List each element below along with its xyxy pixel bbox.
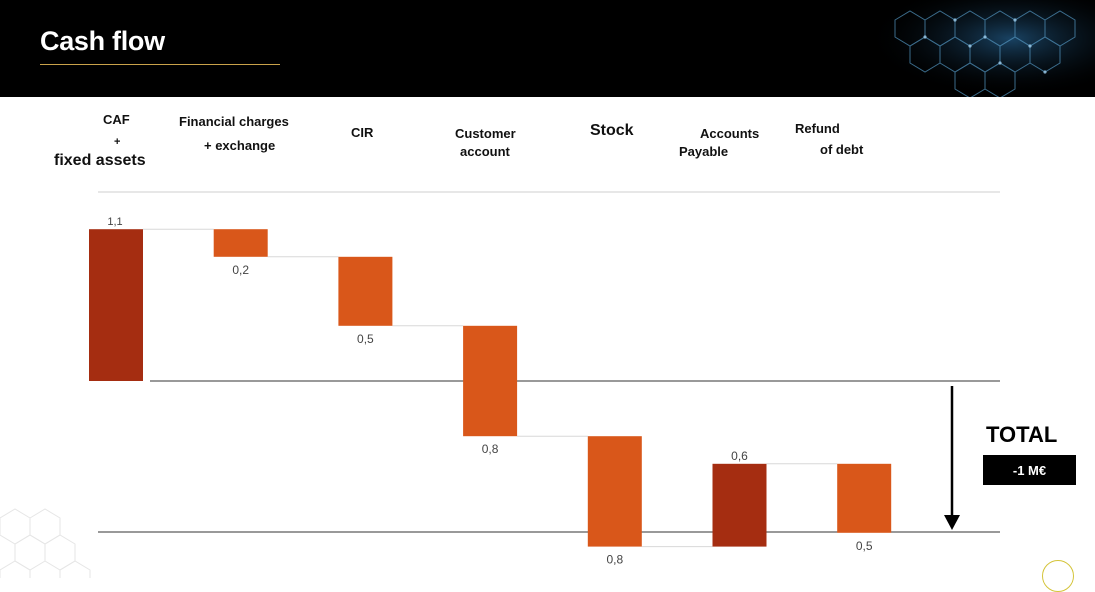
- hexagon-network-icon: [855, 0, 1095, 97]
- title-underline: [40, 64, 280, 65]
- waterfall-bar: [213, 229, 268, 257]
- category-line: fixed assets: [54, 152, 146, 169]
- bar-value-label: 0,8: [606, 553, 623, 567]
- category-line: of debt: [820, 142, 864, 157]
- total-label: TOTAL: [986, 422, 1058, 447]
- category-line: Stock: [590, 122, 634, 139]
- category-line: + exchange: [204, 138, 276, 153]
- bar-value-label: 0,5: [856, 539, 873, 553]
- waterfall-bar: [712, 463, 767, 547]
- bar-value-label: 0,6: [731, 449, 748, 463]
- header-bar: Cash flow: [0, 0, 1095, 97]
- bar-value-label: 0,5: [357, 332, 374, 346]
- waterfall-chart: 1,1 0,2 0,5 0,8 0,8 0,6 0,5: [89, 191, 1000, 567]
- waterfall-bar: [463, 325, 518, 437]
- bar-value-label: 1,1: [107, 216, 122, 228]
- page-title: Cash flow: [40, 26, 165, 56]
- waterfall-bar: [587, 436, 642, 547]
- category-line: CIR: [351, 125, 374, 140]
- category-line: Accounts: [700, 126, 760, 141]
- category-line: CAF: [103, 112, 130, 127]
- category-line: Financial charges: [179, 114, 289, 129]
- page-number-badge: [1042, 560, 1074, 592]
- total-value-badge: -1 M€: [983, 455, 1076, 485]
- hexagon-decoration-icon: [0, 508, 91, 578]
- bar-value-label: 0,8: [482, 442, 499, 456]
- waterfall-bar: [338, 256, 393, 326]
- category-line: Refund: [795, 121, 840, 136]
- category-line: Payable: [679, 144, 729, 159]
- category-line: Customer: [455, 126, 516, 141]
- category-line: +: [114, 136, 121, 148]
- down-arrow-icon: [944, 515, 960, 530]
- category-line: account: [460, 144, 510, 159]
- waterfall-bar: [837, 463, 892, 533]
- waterfall-bar: [89, 229, 143, 381]
- bar-value-label: 0,2: [232, 263, 249, 277]
